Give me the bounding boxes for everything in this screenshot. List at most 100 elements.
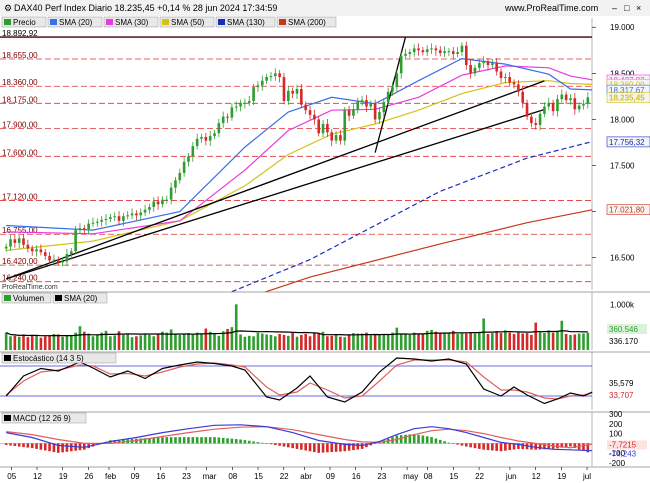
wrench-icon[interactable]: ⚙ bbox=[4, 3, 12, 13]
candle-body bbox=[313, 114, 316, 120]
macd-hist-bar bbox=[399, 435, 403, 444]
macd-hist-bar bbox=[278, 443, 281, 446]
price-legend-label-2: SMA (30) bbox=[115, 18, 149, 27]
volume-bar bbox=[269, 334, 273, 350]
volume-bar bbox=[534, 322, 538, 350]
macd-hist-bar bbox=[330, 443, 334, 453]
candle-body bbox=[96, 221, 99, 223]
candle-body bbox=[174, 180, 177, 188]
price-right-box bbox=[606, 136, 650, 148]
macd-hist-bar bbox=[534, 443, 538, 450]
candle-body bbox=[534, 123, 538, 125]
candle-body bbox=[478, 63, 481, 68]
price-legend-label-5: SMA (200) bbox=[288, 18, 326, 27]
volume-bar bbox=[78, 326, 82, 350]
macd-hist-bar bbox=[178, 437, 182, 444]
volume-right-box bbox=[607, 324, 647, 334]
candle-body bbox=[260, 80, 264, 86]
volume-bar bbox=[135, 336, 138, 350]
macd-hist-bar bbox=[295, 443, 299, 449]
candle-body bbox=[369, 103, 373, 107]
volume-bar bbox=[247, 335, 251, 350]
macd-legend-swatch-0 bbox=[4, 415, 11, 421]
candle-body bbox=[512, 82, 516, 85]
macd-hist-bar bbox=[43, 443, 47, 451]
volume-bar bbox=[369, 335, 373, 350]
volume-right-label: 360.546 bbox=[609, 325, 638, 334]
candle-body bbox=[447, 51, 451, 53]
candle-body bbox=[469, 65, 472, 74]
macd-hist-bar bbox=[356, 443, 360, 450]
candle-body bbox=[564, 94, 568, 101]
minimize-icon[interactable]: – bbox=[612, 3, 617, 13]
candle-body bbox=[300, 88, 303, 105]
candle-body bbox=[126, 215, 130, 217]
candle-body bbox=[586, 97, 590, 104]
volume-bar bbox=[291, 332, 294, 350]
candle-body bbox=[191, 146, 195, 157]
candle-body bbox=[56, 259, 60, 263]
macd-hist-bar bbox=[291, 443, 294, 449]
macd-hist-bar bbox=[334, 443, 338, 452]
macd-hist-bar bbox=[139, 438, 143, 444]
price-legend-swatch-1 bbox=[50, 19, 57, 25]
macd-hist-bar bbox=[217, 437, 221, 444]
volume-bar bbox=[265, 334, 268, 350]
x-tick-label: mar bbox=[203, 472, 217, 481]
macd-hist-bar bbox=[252, 441, 255, 444]
price-right-label: 18.317,67 bbox=[609, 86, 645, 95]
candle-body bbox=[152, 201, 156, 208]
volume-bar bbox=[343, 337, 347, 350]
volume-bar bbox=[469, 332, 472, 350]
volume-bar bbox=[182, 333, 186, 350]
candle-body bbox=[265, 77, 268, 81]
volume-bar bbox=[39, 337, 43, 350]
candle-body bbox=[148, 207, 151, 210]
volume-bar bbox=[573, 334, 577, 350]
macd-hist-bar bbox=[573, 443, 577, 449]
macd-line bbox=[6, 424, 593, 452]
macd-hist-bar bbox=[304, 443, 307, 451]
price-right-box bbox=[606, 204, 650, 215]
macd-hist-bar bbox=[430, 437, 433, 444]
macd-right-box bbox=[607, 440, 647, 450]
x-axis: 05 12 19 26 feb 09 16 23 mar 08 15 22 abr 09 16 23 may 08… bbox=[0, 466, 650, 481]
macd-hist-bar bbox=[451, 443, 455, 444]
macd-hist-bar bbox=[13, 443, 17, 447]
volume-bar bbox=[317, 333, 321, 350]
macd-hist-bar bbox=[517, 443, 520, 449]
candle-body bbox=[582, 103, 585, 106]
macd-hist-bar bbox=[369, 443, 373, 446]
maximize-icon[interactable]: □ bbox=[624, 3, 630, 13]
candle-body bbox=[308, 110, 312, 115]
x-tick-label: 05 bbox=[7, 472, 16, 481]
stoch-d-line bbox=[5, 359, 593, 400]
volume-bar bbox=[430, 329, 433, 350]
candle-body bbox=[352, 109, 355, 116]
candle-body bbox=[130, 213, 134, 216]
x-tick-label: jul bbox=[582, 472, 591, 481]
volume-bar bbox=[360, 333, 364, 350]
macd-hist-bar bbox=[4, 443, 8, 445]
price-right-label: 18.235,45 bbox=[609, 94, 645, 103]
volume-bar bbox=[243, 336, 247, 350]
price-ytick-label: 18.500 bbox=[610, 69, 635, 78]
macd-hist-bar bbox=[83, 443, 86, 450]
macd-hist-bar bbox=[464, 443, 468, 447]
macd-hist-bar bbox=[412, 433, 416, 444]
volume-bar bbox=[486, 334, 490, 350]
macd-hist-bar bbox=[204, 437, 208, 444]
candle-body bbox=[421, 50, 425, 53]
candle-body bbox=[87, 223, 90, 230]
close-icon[interactable]: × bbox=[636, 3, 641, 13]
volume-bar bbox=[456, 334, 459, 350]
macd-hist-bar bbox=[69, 443, 73, 452]
candle-body bbox=[195, 138, 199, 147]
level-label: 18.360,00 bbox=[2, 78, 38, 87]
volume-bar bbox=[408, 334, 412, 350]
price-right-box bbox=[606, 92, 650, 104]
macd-ytick-label: 100 bbox=[609, 430, 623, 439]
volume-bar bbox=[339, 336, 342, 350]
candle-body bbox=[451, 51, 455, 54]
volume-panel-bg bbox=[0, 292, 650, 350]
